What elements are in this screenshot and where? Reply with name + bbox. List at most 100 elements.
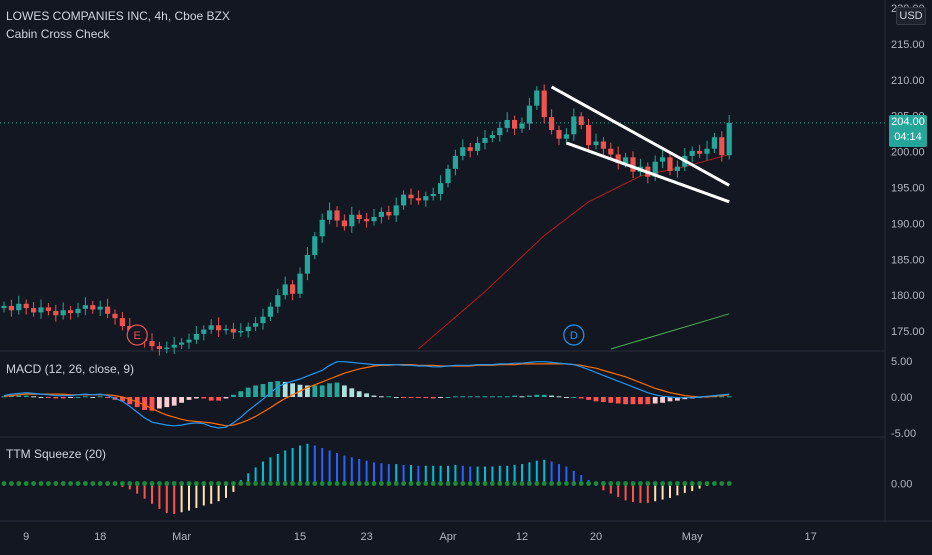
squeeze-dot xyxy=(615,481,621,486)
macd-histogram-bar xyxy=(578,397,584,399)
ttm-histogram-bar xyxy=(151,483,153,504)
macd-histogram-bar xyxy=(601,397,606,403)
candle-body xyxy=(216,325,222,331)
candle-body xyxy=(149,341,155,347)
macd-histogram-bar xyxy=(120,397,125,402)
candle-body xyxy=(208,325,214,330)
ttm-histogram-bar xyxy=(632,483,634,503)
candle-body xyxy=(423,196,429,201)
macd-label[interactable]: MACD (12, 26, close, 9) xyxy=(6,362,135,376)
ttm-histogram-bar xyxy=(136,483,139,494)
ttm-histogram-bar xyxy=(188,483,190,511)
ttm-histogram-bar xyxy=(336,453,338,484)
ttm-histogram-bar xyxy=(439,465,442,484)
candle-body xyxy=(497,127,503,136)
candle-body xyxy=(90,305,96,310)
ttm-histogram-bar xyxy=(165,483,168,514)
squeeze-dot xyxy=(719,481,725,486)
macd-histogram-bar xyxy=(83,396,88,398)
time-tick-label: Mar xyxy=(172,531,191,543)
squeeze-dot xyxy=(38,481,44,486)
squeeze-dot xyxy=(497,481,503,486)
squeeze-dot xyxy=(689,481,695,486)
ttm-histogram-bar xyxy=(572,470,575,484)
macd-line xyxy=(3,361,730,429)
macd-histogram-bar xyxy=(564,397,569,398)
candle-body xyxy=(541,90,547,118)
macd-histogram-bar xyxy=(142,397,147,410)
macd-histogram-bar xyxy=(90,397,96,398)
candle-body xyxy=(282,284,288,296)
squeeze-dot xyxy=(453,481,458,486)
macd-histogram-bar xyxy=(53,397,59,399)
candle-body xyxy=(223,328,229,331)
candle-body xyxy=(349,214,355,227)
candle-body xyxy=(201,329,207,334)
ttm-histogram-bar xyxy=(321,447,324,484)
squeeze-dot xyxy=(23,481,29,486)
candle-body xyxy=(563,134,569,139)
ttm-histogram-bar xyxy=(424,465,427,484)
candle-body xyxy=(467,147,473,151)
ttm-histogram-bar xyxy=(580,475,583,484)
ttm-squeeze-label[interactable]: TTM Squeeze (20) xyxy=(6,447,107,461)
ttm-histogram-bar xyxy=(276,453,279,484)
candle-body xyxy=(290,284,296,294)
candle-body xyxy=(526,105,532,124)
macd-histogram-bar xyxy=(260,384,266,397)
macd-histogram-bar xyxy=(334,382,340,397)
candle-body xyxy=(460,147,466,156)
macd-histogram-bar xyxy=(438,397,443,398)
candle-body xyxy=(401,194,407,206)
candle-body xyxy=(697,150,703,154)
macd-histogram-bar xyxy=(667,397,673,402)
candle-body xyxy=(452,155,458,169)
candle-body xyxy=(164,347,170,349)
candle-body xyxy=(319,219,325,237)
candle-body xyxy=(674,166,680,171)
macd-histogram-bar xyxy=(245,387,251,397)
macd-histogram-bar xyxy=(675,397,680,401)
ttm-histogram-bar xyxy=(602,483,605,491)
macd-histogram-bar xyxy=(356,391,362,397)
macd-histogram-bar xyxy=(549,395,554,397)
squeeze-dot xyxy=(379,481,384,486)
study-label[interactable]: Cabin Cross Check xyxy=(6,27,110,41)
candle-body xyxy=(489,135,495,138)
time-tick-label: 17 xyxy=(804,531,816,543)
squeeze-dot xyxy=(31,481,36,486)
squeeze-dot xyxy=(120,481,125,486)
macd-histogram-bar xyxy=(638,397,643,405)
candle-body xyxy=(393,205,399,216)
squeeze-dot xyxy=(519,481,525,486)
squeeze-dot xyxy=(327,481,332,486)
macd-histogram-bar xyxy=(430,397,436,399)
candle-body xyxy=(549,117,555,131)
candle-body xyxy=(112,313,118,319)
candle-body xyxy=(327,210,333,220)
ttm-histogram-bar xyxy=(417,465,420,484)
candle-body xyxy=(245,326,251,332)
macd-histogram-bar xyxy=(401,397,406,398)
macd-histogram-bar xyxy=(719,396,725,398)
candle-body xyxy=(356,214,362,220)
candle-body xyxy=(68,310,74,314)
squeeze-dot xyxy=(423,481,429,486)
symbol-title[interactable]: LOWES COMPANIES INC, 4h, Cboe BZX xyxy=(6,9,230,23)
ttm-histogram-bar xyxy=(484,466,486,484)
candle-body xyxy=(386,211,392,216)
squeeze-dot xyxy=(467,481,473,486)
macd-histogram-bar xyxy=(208,397,214,401)
last-price-label: 204.00 04:14 xyxy=(889,115,927,147)
candle-body xyxy=(704,148,710,154)
ttm-histogram-bar xyxy=(447,465,449,484)
macd-histogram-bar xyxy=(186,397,192,400)
squeeze-dot xyxy=(541,481,547,486)
ttm-histogram-bar xyxy=(476,466,479,484)
candle-body xyxy=(193,333,199,340)
ttm-histogram-bar xyxy=(232,483,235,492)
time-tick-label: 15 xyxy=(294,531,306,543)
currency-badge[interactable]: USD xyxy=(896,7,926,25)
